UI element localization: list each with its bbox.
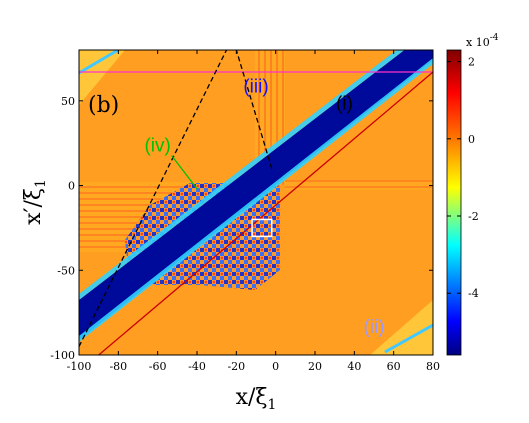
x-tick-label: 0 <box>272 360 279 373</box>
annotation-pointer <box>171 155 199 191</box>
y-tick-label: 0 <box>68 180 75 193</box>
y-axis-label: x′/ξ1 <box>21 179 49 225</box>
reference-line-dashed <box>79 50 228 347</box>
y-tick-label: -50 <box>57 264 75 277</box>
y-tick-label: -100 <box>50 349 75 362</box>
heatmap-fringe-region <box>285 180 433 190</box>
heatmap-corner-streak <box>384 323 433 354</box>
colorbar-ticks: 2 0 -2 -4 <box>447 56 479 300</box>
heatmap-plot-area <box>79 50 433 355</box>
x-tick-label: 80 <box>426 360 440 373</box>
x-tick-label: -60 <box>149 360 167 373</box>
x-axis-label: x/ξ1 <box>236 385 277 413</box>
annotation-label: (iii) <box>243 76 268 97</box>
colorbar <box>446 49 462 356</box>
reference-line-dashed <box>235 50 273 169</box>
x-tick-label: 20 <box>308 360 322 373</box>
panel-label: (b) <box>88 93 119 118</box>
x-tick-label: -20 <box>227 360 245 373</box>
colorbar-tick-label: 0 <box>468 133 475 146</box>
heatmap-diagonal-band-edge <box>79 50 405 300</box>
x-axis-ticks: -100 -80 -60 -40 -20 0 20 40 60 80 <box>67 50 440 373</box>
heatmap-corner-streak <box>79 50 119 75</box>
colorbar-exponent: x 10-4 <box>466 33 499 49</box>
x-tick-label: -100 <box>67 360 92 373</box>
x-tick-label: 60 <box>387 360 401 373</box>
x-tick-label: 40 <box>347 360 361 373</box>
heatmap-corner-region <box>79 50 125 105</box>
x-tick-label: -80 <box>109 360 127 373</box>
heatmap-corner-region <box>370 300 433 355</box>
colorbar-tick-label: -2 <box>468 210 479 223</box>
x-tick-label: -40 <box>188 360 206 373</box>
annotation-label: (iv) <box>144 136 170 157</box>
annotations: (i) (ii) (iii) (iv) <box>144 76 384 338</box>
heatmap-diagonal-band-edge <box>79 58 433 342</box>
reference-lines <box>79 50 433 355</box>
highlight-box <box>251 218 273 238</box>
reference-line-solid <box>98 71 433 355</box>
annotation-label: (ii) <box>363 317 384 338</box>
annotation-label: (i) <box>336 93 353 114</box>
plot-frame <box>78 49 434 356</box>
y-tick-label: 50 <box>61 95 75 108</box>
colorbar-tick-label: -4 <box>468 287 479 300</box>
colorbar-tick-label: 2 <box>468 56 475 69</box>
y-axis-ticks: -100 -50 0 50 <box>50 95 433 362</box>
